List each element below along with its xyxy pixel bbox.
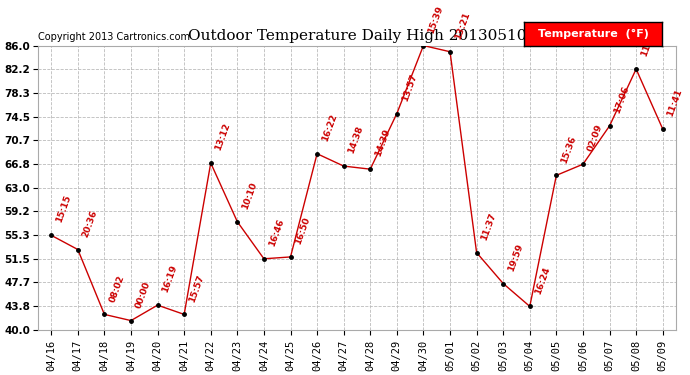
Text: 13:57: 13:57 xyxy=(400,72,418,102)
Text: 16:22: 16:22 xyxy=(320,112,339,142)
Title: Outdoor Temperature Daily High 20130510: Outdoor Temperature Daily High 20130510 xyxy=(188,29,526,43)
Text: 13:12: 13:12 xyxy=(214,122,232,152)
Text: 00:00: 00:00 xyxy=(134,280,152,309)
Text: Copyright 2013 Cartronics.com: Copyright 2013 Cartronics.com xyxy=(38,32,190,42)
Text: 15:57: 15:57 xyxy=(188,273,206,303)
Text: 11:41: 11:41 xyxy=(666,88,684,118)
Text: 16:19: 16:19 xyxy=(161,264,179,294)
Text: Temperature  (°F): Temperature (°F) xyxy=(538,29,649,39)
Text: 11:38: 11:38 xyxy=(640,28,658,58)
Text: 15:36: 15:36 xyxy=(560,134,578,164)
Text: 11:37: 11:37 xyxy=(480,211,498,242)
Text: 13:21: 13:21 xyxy=(453,10,471,40)
Text: 15:39: 15:39 xyxy=(426,4,445,34)
Text: 20:36: 20:36 xyxy=(81,209,99,238)
Text: 02:09: 02:09 xyxy=(586,123,604,153)
Text: 16:24: 16:24 xyxy=(533,265,551,295)
Text: 16:50: 16:50 xyxy=(294,216,312,246)
Text: 14:38: 14:38 xyxy=(347,125,365,155)
Text: 08:02: 08:02 xyxy=(108,273,126,303)
Text: 17:06: 17:06 xyxy=(613,85,631,115)
Text: 14:39: 14:39 xyxy=(373,128,392,158)
Text: 15:15: 15:15 xyxy=(55,194,72,224)
Text: 19:59: 19:59 xyxy=(506,242,524,272)
Text: 16:46: 16:46 xyxy=(267,217,286,248)
Text: 10:10: 10:10 xyxy=(241,181,259,211)
